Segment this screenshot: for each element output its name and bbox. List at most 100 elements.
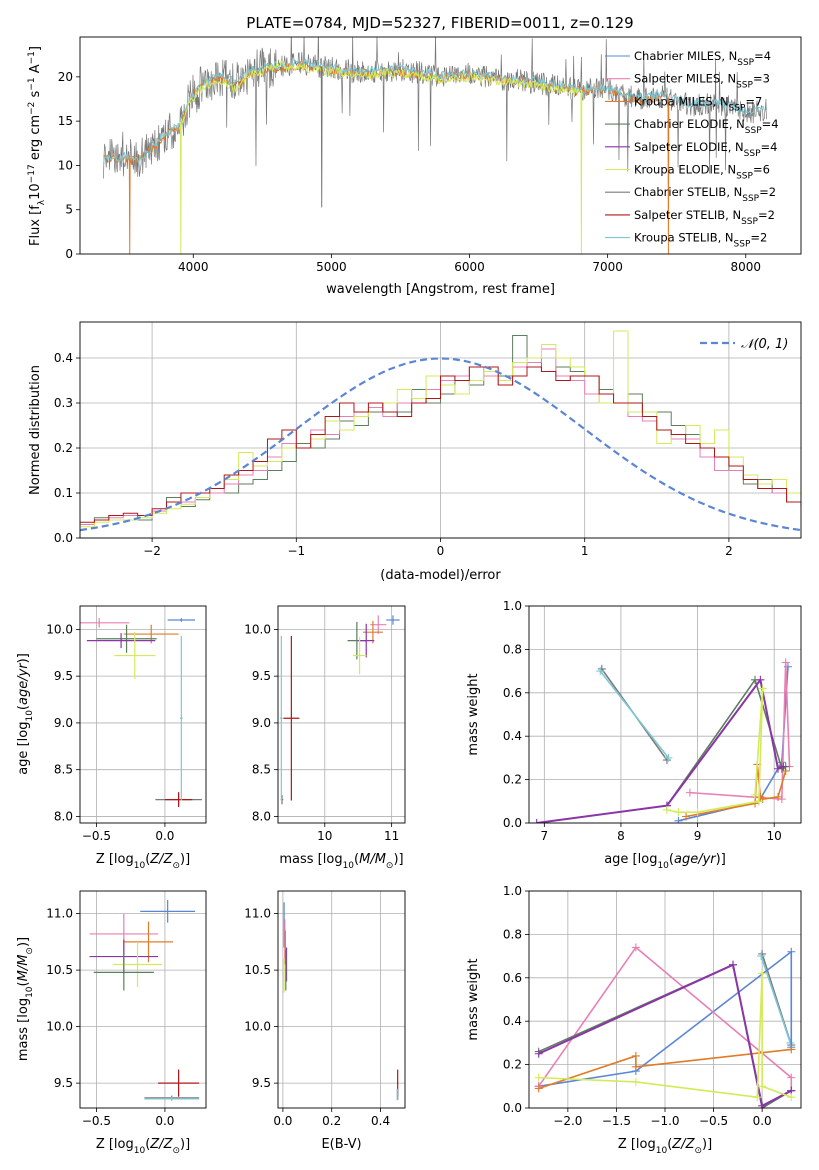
ticks: 0.0 0.2 0.4 9.5 10.0 10.5 11.0 xyxy=(244,907,390,1128)
grid-lines xyxy=(529,890,801,1109)
y-tick-label: 10.0 xyxy=(46,1020,73,1034)
plot-area xyxy=(89,900,200,1102)
x-axis-label: Z [log10(Z/Z⊙)] xyxy=(96,1137,190,1156)
axes-frame xyxy=(79,890,207,1109)
ticks: 7 8 9 10 0.0 0.2 0.4 0.6 0.8 1.0 xyxy=(503,599,782,843)
plus-marker xyxy=(753,1093,762,1102)
normal-reference-curve xyxy=(80,357,801,532)
plus-marker xyxy=(781,658,790,667)
legend-entry: Kroupa MILES, NSSP=7 xyxy=(634,94,762,113)
plus-marker xyxy=(751,790,760,799)
legend-entry: Kroupa ELODIE, NSSP=6 xyxy=(634,163,770,182)
y-axis-label: Normed distribution xyxy=(28,365,43,495)
error-bar-point xyxy=(283,958,285,993)
y-tick-label: 0.4 xyxy=(503,729,522,743)
x-tick-label: −0.5 xyxy=(82,1114,111,1128)
error-bar-point xyxy=(352,636,367,675)
x-tick-label: 7 xyxy=(541,829,549,843)
plot-area xyxy=(280,615,400,805)
x-axis-label: age [log10(age/yr)] xyxy=(604,852,726,871)
grid-lines xyxy=(80,606,206,823)
error-bar-point xyxy=(164,792,193,808)
figure-title-group: PLATE=0784, MJD=52327, FIBERID=0011, z=0… xyxy=(246,14,633,32)
plus-marker xyxy=(532,819,541,823)
legend-entry: Chabrier ELODIE, NSSP=4 xyxy=(634,117,779,136)
ticks: 10 11 8.0 8.5 9.0 9.5 10.0 xyxy=(244,622,399,843)
axes-frame xyxy=(79,36,802,255)
axes-frame xyxy=(277,890,406,1109)
plus-marker xyxy=(751,799,760,808)
y-tick-label: 9.5 xyxy=(252,669,271,683)
error-bar-point xyxy=(86,633,156,649)
y-axis-label: mass weight xyxy=(466,673,481,755)
x-tick-label: −1.0 xyxy=(650,1114,679,1128)
plus-marker xyxy=(596,667,605,676)
y-tick-label: 20 xyxy=(58,70,73,84)
x-tick-label: 2 xyxy=(725,544,733,558)
x-tick-label: 10 xyxy=(317,829,332,843)
spectrum-spike xyxy=(580,90,583,254)
plus-marker xyxy=(774,764,783,773)
error-bar-point xyxy=(396,1088,398,1101)
axes-frame xyxy=(528,605,802,824)
y-tick-label: 10 xyxy=(58,158,73,172)
y-tick-label: 0.4 xyxy=(54,351,73,365)
grid-lines xyxy=(80,322,801,539)
plus-marker xyxy=(631,943,640,952)
plot-area xyxy=(80,330,801,532)
plus-marker xyxy=(758,1101,767,1108)
y-tick-label: 10.0 xyxy=(46,622,73,636)
axes-border xyxy=(277,605,406,824)
x-tick-label: −0.5 xyxy=(82,829,111,843)
plus-marker xyxy=(756,675,765,684)
x-axis-label: (data-model)/error xyxy=(380,568,501,583)
spectrum-panel: 4000 5000 6000 7000 8000 0 5 10 15 20 wavelength [… xyxy=(27,36,802,297)
plot-area xyxy=(283,902,399,1101)
plot-area xyxy=(532,658,794,823)
plus-marker xyxy=(758,969,767,978)
plus-marker xyxy=(754,797,763,806)
plus-marker xyxy=(534,1049,543,1058)
grid-lines xyxy=(80,891,206,1108)
mass-weight-line xyxy=(760,955,792,1044)
plus-marker xyxy=(787,947,796,956)
x-tick-label: −0.5 xyxy=(699,1114,728,1128)
ticks: 4000 5000 6000 7000 8000 0 5 10 15 20 xyxy=(58,70,761,274)
y-tick-label: 10.5 xyxy=(244,963,271,977)
plus-marker xyxy=(787,1073,796,1082)
plus-marker xyxy=(664,753,673,762)
plus-marker xyxy=(779,762,788,771)
y-tick-label: 11.0 xyxy=(46,907,73,921)
spectrum-legend: Chabrier MILES, NSSP=4 Salpeter MILES, NS… xyxy=(605,49,779,250)
plus-marker xyxy=(534,1084,543,1093)
y-tick-label: 10.5 xyxy=(46,963,73,977)
axes-frame xyxy=(277,605,406,824)
x-axis-label: mass [log10(M/M⊙)] xyxy=(279,852,403,871)
x-tick-label: 4000 xyxy=(178,260,209,274)
error-bar-point xyxy=(96,624,157,653)
x-tick-label: 0.2 xyxy=(322,1114,341,1128)
spectrum-spike xyxy=(667,98,670,254)
x-tick-label: −2 xyxy=(143,544,161,558)
x-tick-label: −2.0 xyxy=(553,1114,582,1128)
plus-marker xyxy=(758,1082,767,1091)
y-tick-label: 0.8 xyxy=(503,927,522,941)
y-axis-label: Flux [fλ10−17 erg cm−2 s−1 A−1] xyxy=(27,46,47,246)
error-bar-point xyxy=(358,623,375,658)
error-bar-point xyxy=(123,921,174,963)
x-axis-label: Z [log10(Z/Z⊙)] xyxy=(618,1137,712,1156)
x-tick-label: 9 xyxy=(694,829,702,843)
error-bar-point xyxy=(158,1069,200,1097)
error-bar-point xyxy=(179,635,183,801)
axes-border xyxy=(277,890,406,1109)
y-tick-label: 0 xyxy=(65,247,73,261)
y-tick-label: 0.6 xyxy=(503,971,522,985)
legend-entry: Salpeter STELIB, NSSP=2 xyxy=(634,208,775,227)
figure-title: PLATE=0784, MJD=52327, FIBERID=0011, z=0… xyxy=(246,14,633,32)
x-tick-label: 1 xyxy=(581,544,589,558)
plus-marker xyxy=(682,812,691,821)
error-bar-point xyxy=(144,1096,200,1102)
error-bar-point xyxy=(114,632,156,679)
plus-marker xyxy=(631,1051,640,1060)
